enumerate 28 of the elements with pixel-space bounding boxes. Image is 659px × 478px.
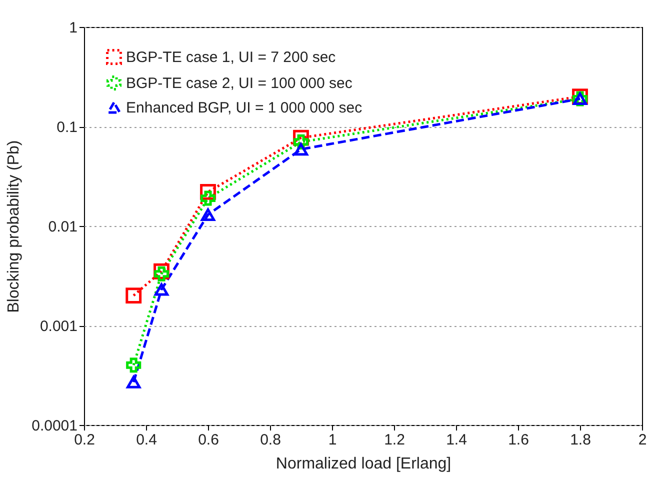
x-axis-title: Normalized load [Erlang] xyxy=(276,456,452,472)
x-tick-label: 0.4 xyxy=(136,432,157,448)
point xyxy=(126,358,142,373)
y-tick-label: 1 xyxy=(69,20,78,36)
x-tick-label: 1.8 xyxy=(570,432,591,448)
point xyxy=(154,283,169,296)
x-tick-label: 0.8 xyxy=(260,432,281,448)
point xyxy=(200,208,216,221)
x-tick-label: 2 xyxy=(638,432,647,448)
x-tick-label: 1.4 xyxy=(446,432,467,448)
point xyxy=(126,288,142,304)
x-tick-label: 1.2 xyxy=(384,432,405,448)
x-tick-label: 1.6 xyxy=(508,432,529,448)
point xyxy=(154,266,170,282)
y-tick-label: 0.001 xyxy=(40,318,78,335)
x-tick-label: 0.2 xyxy=(74,432,95,448)
point xyxy=(126,376,141,388)
legend-label: BGP-TE case 2, UI = 100 000 sec xyxy=(126,75,353,92)
y-tick-label: 0.01 xyxy=(48,218,78,236)
legend-label: BGP-TE case 1, UI = 7 200 sec xyxy=(126,49,336,66)
x-tick-label: 1 xyxy=(328,432,337,448)
point xyxy=(200,190,216,206)
x-tick-label: 0.6 xyxy=(198,432,219,448)
y-axis-title: Blocking probability (Pb) xyxy=(6,140,23,313)
point xyxy=(294,143,308,156)
y-tick-label: 0.0001 xyxy=(32,418,78,434)
y-tick-label: 0.1 xyxy=(56,119,78,136)
legend-label: Enhanced BGP, UI = 1 000 000 sec xyxy=(126,100,363,116)
